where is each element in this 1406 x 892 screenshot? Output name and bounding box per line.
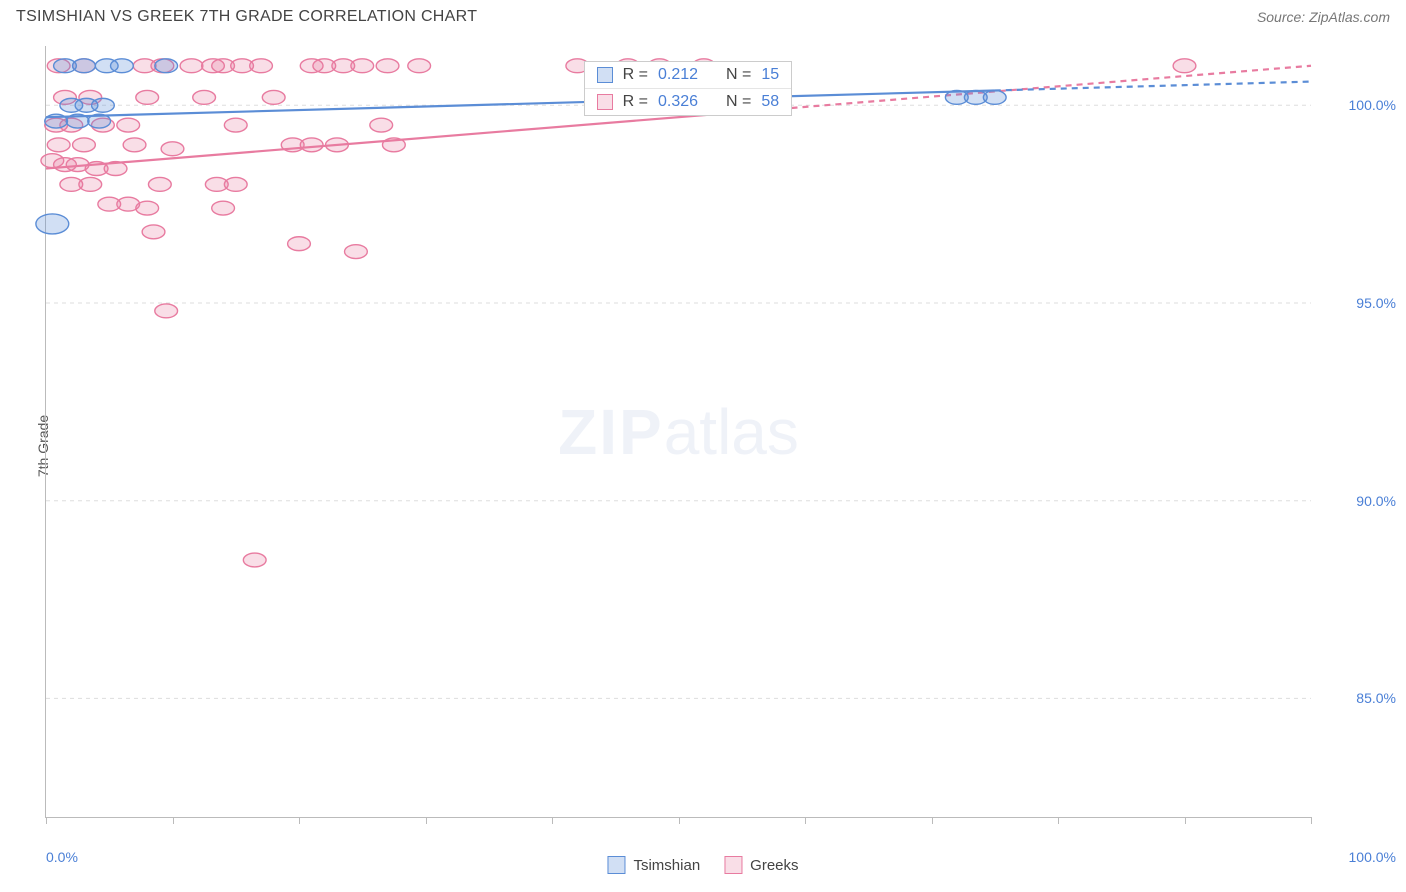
- legend-swatch: [724, 856, 742, 874]
- r-value: 0.326: [658, 93, 698, 111]
- x-tick: [1058, 817, 1059, 824]
- legend-item: Greeks: [724, 856, 798, 874]
- scatter-svg: [46, 46, 1311, 817]
- legend-label: Tsimshian: [633, 857, 700, 874]
- x-tick: [932, 817, 933, 824]
- series-swatch: [597, 94, 613, 110]
- y-tick-label: 90.0%: [1356, 493, 1396, 509]
- source-attribution: Source: ZipAtlas.com: [1257, 9, 1390, 25]
- y-tick-label: 85.0%: [1356, 690, 1396, 706]
- stats-legend-box: R = 0.212 N = 15 R = 0.326 N = 58: [584, 61, 793, 116]
- y-tick-label: 95.0%: [1356, 295, 1396, 311]
- x-tick: [46, 817, 47, 824]
- chart-header: TSIMSHIAN VS GREEK 7TH GRADE CORRELATION…: [0, 0, 1406, 30]
- n-label: N =: [726, 93, 751, 111]
- r-label: R =: [623, 93, 648, 111]
- n-value: 15: [761, 66, 779, 84]
- x-tick: [805, 817, 806, 824]
- legend-label: Greeks: [750, 857, 798, 874]
- x-tick: [426, 817, 427, 824]
- x-tick-label: 0.0%: [46, 849, 78, 865]
- x-tick: [552, 817, 553, 824]
- n-label: N =: [726, 66, 751, 84]
- x-tick: [1185, 817, 1186, 824]
- r-label: R =: [623, 66, 648, 84]
- y-tick-label: 100.0%: [1349, 97, 1396, 113]
- x-tick: [299, 817, 300, 824]
- x-tick: [679, 817, 680, 824]
- stats-row: R = 0.326 N = 58: [585, 89, 792, 115]
- legend-item: Tsimshian: [607, 856, 700, 874]
- plot-area: ZIPatlas R =0.212N =15R =0.326N =58 85.0…: [45, 46, 1311, 818]
- x-tick-label: 100.0%: [1349, 849, 1396, 865]
- legend-swatch: [607, 856, 625, 874]
- source-prefix: Source:: [1257, 9, 1309, 25]
- r-value: 0.212: [658, 66, 698, 84]
- stats-row: R = 0.212 N = 15: [585, 62, 792, 89]
- x-tick: [173, 817, 174, 824]
- legend: Tsimshian Greeks: [607, 856, 798, 874]
- source-name: ZipAtlas.com: [1309, 9, 1390, 25]
- series-swatch: [597, 67, 613, 83]
- n-value: 58: [761, 93, 779, 111]
- chart-title: TSIMSHIAN VS GREEK 7TH GRADE CORRELATION…: [16, 8, 477, 26]
- x-tick: [1311, 817, 1312, 824]
